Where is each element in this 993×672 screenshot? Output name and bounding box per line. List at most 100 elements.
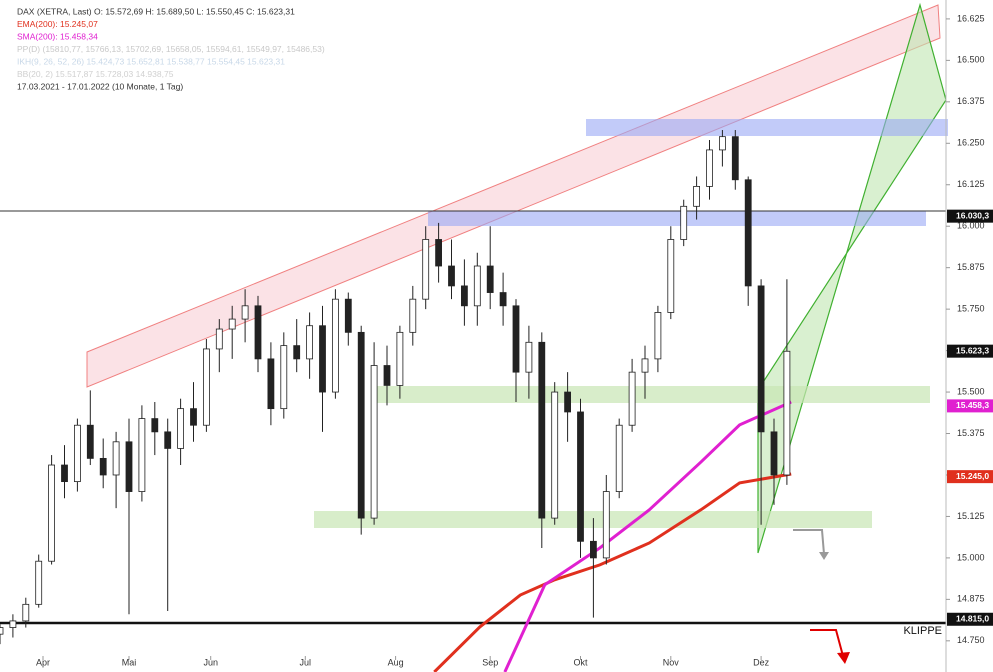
- candle-body: [99, 457, 107, 476]
- candle-body: [641, 358, 649, 373]
- candle-body: [331, 298, 339, 393]
- x-tick-label: Okt: [573, 657, 588, 667]
- candle-body: [783, 350, 791, 476]
- candle-body: [538, 341, 546, 519]
- annotation: KLIPPE: [903, 625, 942, 637]
- arrow-head: [837, 652, 850, 664]
- y-tick-label: 16.250: [957, 138, 985, 148]
- candle-body: [731, 136, 739, 181]
- candle-body: [615, 424, 623, 492]
- candle-body: [757, 285, 765, 433]
- candle-body: [409, 298, 417, 333]
- y-tick-label: 15.875: [957, 262, 985, 272]
- price-badge: [947, 344, 993, 358]
- candle-body: [564, 391, 571, 413]
- candle-body: [590, 540, 597, 559]
- candle-body: [654, 312, 662, 360]
- candle-body: [357, 331, 365, 519]
- price-badge: [947, 209, 993, 223]
- candle-body: [344, 298, 352, 333]
- x-tick-label: Mai: [122, 657, 137, 667]
- ma-line: [503, 400, 792, 672]
- resistance-zone: [428, 211, 926, 226]
- candle-body: [422, 239, 430, 300]
- candle-body: [164, 431, 172, 449]
- candle-body: [48, 464, 55, 562]
- arrow: [793, 529, 825, 555]
- y-tick-label: 15.750: [957, 304, 985, 314]
- price-badge-label: 15.245,0: [956, 471, 989, 481]
- y-tick-label: 16.125: [957, 179, 985, 189]
- candle-body: [602, 491, 610, 559]
- resistance-zone: [586, 119, 948, 136]
- y-tick-label: 16.625: [957, 13, 985, 23]
- candle-body: [151, 418, 159, 433]
- candle-body: [254, 305, 262, 360]
- candle-body: [719, 136, 726, 151]
- legend-text: EMA(200): 15.245,07: [17, 19, 98, 29]
- candle-body: [306, 325, 314, 360]
- candle-body: [628, 371, 636, 426]
- price-badge-label: 15.458,3: [956, 400, 989, 410]
- candle-body: [473, 265, 481, 307]
- candle-body: [370, 365, 378, 519]
- candle-body: [280, 345, 288, 410]
- candle-body: [190, 408, 197, 426]
- candle-body: [0, 627, 4, 635]
- candle-body: [112, 441, 120, 476]
- legend-text: SMA(200): 15.458,34: [17, 31, 98, 41]
- x-tick-label: Jun: [203, 657, 218, 667]
- ma-line: [433, 472, 792, 672]
- candle-body: [706, 149, 713, 187]
- candle-body: [460, 285, 468, 307]
- x-tick-label: Jul: [300, 657, 312, 667]
- candle-body: [448, 265, 455, 287]
- x-tick-label: Sep: [482, 657, 498, 667]
- y-tick-label: 16.375: [957, 96, 985, 106]
- x-tick-label: Aug: [388, 657, 404, 667]
- legend-text: IKH(9, 26, 52, 26) 15.424,73 15.652,81 1…: [17, 56, 285, 66]
- candle-body: [202, 348, 210, 426]
- y-tick-label: 14.875: [957, 594, 985, 604]
- legend-text: 17.03.2021 - 17.01.2022 (10 Monate, 1 Ta…: [17, 81, 183, 91]
- x-tick-label: Nov: [663, 657, 680, 667]
- x-tick-label: Dez: [753, 657, 770, 667]
- candle-body: [22, 603, 30, 622]
- price-badge-label: 15.623,3: [956, 345, 989, 355]
- price-badge: [947, 470, 993, 484]
- y-tick-label: 16.500: [957, 55, 985, 65]
- candle-body: [138, 418, 146, 492]
- candle-body: [744, 179, 752, 287]
- y-tick-label: 15.500: [957, 386, 985, 396]
- candle-body: [267, 358, 275, 410]
- candle-body: [512, 305, 520, 373]
- candle-body: [61, 464, 68, 483]
- candle-body: [86, 424, 94, 459]
- candle-body: [551, 391, 559, 519]
- candle-body: [177, 408, 185, 449]
- x-tick-label: Apr: [36, 657, 50, 667]
- candle-body: [383, 365, 391, 386]
- y-tick-label: 16.000: [957, 221, 985, 231]
- candle-body: [770, 431, 778, 476]
- price-badge: [947, 612, 993, 626]
- candle-body: [525, 341, 533, 373]
- candle-body: [35, 560, 43, 605]
- candle-body: [125, 441, 133, 492]
- legend-text: PP(D) (15810,77, 15766,13, 15702,69, 156…: [17, 44, 325, 54]
- price-badge-label: 14.815,0: [956, 614, 989, 624]
- candle-body: [680, 205, 688, 240]
- legend-text: BB(20, 2) 15.517,87 15.728,03 14.938,75: [17, 69, 174, 79]
- arrow: [810, 629, 844, 657]
- candle-body: [293, 345, 301, 360]
- price-badge-label: 16.030,3: [956, 210, 989, 220]
- candle-body: [74, 424, 81, 483]
- candle-body: [435, 239, 443, 267]
- candle-body: [693, 186, 700, 207]
- support-zone: [372, 386, 930, 403]
- legend-text: DAX (XETRA, Last) O: 15.572,69 H: 15.689…: [17, 6, 295, 16]
- candle-body: [499, 292, 507, 307]
- candle-body: [9, 620, 17, 628]
- candle-body: [667, 239, 675, 313]
